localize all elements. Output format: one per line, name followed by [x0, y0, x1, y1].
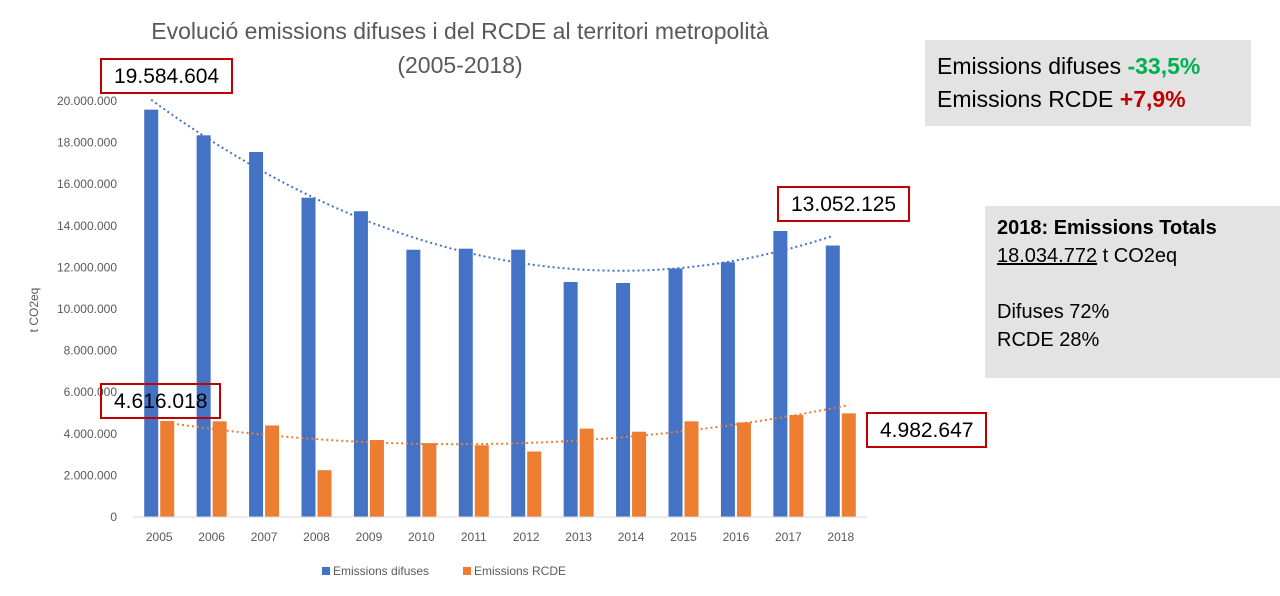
- y-axis: 0 2.000.000 4.000.000 6.000.000 8.000.000 10.…: [57, 94, 117, 524]
- bar-rcde: [212, 421, 227, 517]
- bar-difuses: [825, 245, 840, 517]
- callout-difuses-2018: 13.052.125: [777, 186, 911, 222]
- change-summary-box: Emissions difuses -33,5% Emissions RCDE …: [925, 40, 1251, 126]
- chart-title-line-1: Evolució emissions difuses i del RCDE al…: [151, 18, 769, 44]
- bar-difuses: [773, 231, 788, 517]
- bar-rcde: [736, 422, 751, 517]
- bar-rcde: [527, 451, 542, 517]
- y-tick-label: 6.000.000: [64, 385, 118, 399]
- bar-difuses: [720, 262, 735, 517]
- x-tick-label: 2008: [303, 530, 330, 544]
- totals-difuses-share: Difuses 72%: [997, 301, 1110, 323]
- x-tick-label: 2010: [408, 530, 435, 544]
- callout-rcde-2018: 4.982.647: [866, 412, 988, 448]
- bar-rcde: [317, 470, 332, 517]
- x-tick-label: 2009: [356, 530, 383, 544]
- chart-title: Evolució emissions difuses i del RCDE al…: [70, 14, 850, 82]
- y-axis-label: t CO2eq: [27, 288, 41, 333]
- bar-difuses: [563, 281, 578, 517]
- x-tick-label: 2017: [775, 530, 802, 544]
- bar-rcde: [841, 413, 856, 517]
- x-tick-label: 2015: [670, 530, 697, 544]
- bar-rcde: [684, 421, 699, 517]
- legend-swatch-rcde: [463, 567, 471, 575]
- trendline-rcde: [167, 404, 849, 446]
- summary-line-rcde: Emissions RCDE +7,9%: [937, 83, 1239, 116]
- bar-difuses: [249, 151, 264, 517]
- totals-rcde-share: RCDE 28%: [997, 329, 1100, 351]
- bars-group: [144, 109, 856, 518]
- bar-difuses: [144, 109, 159, 518]
- totals-unit: t CO2eq: [1097, 245, 1178, 267]
- y-tick-label: 8.000.000: [64, 344, 118, 358]
- legend-label-difuses: Emissions difuses: [333, 564, 429, 578]
- y-tick-label: 12.000.000: [57, 260, 117, 274]
- bar-rcde: [789, 415, 804, 517]
- bar-rcde: [160, 420, 175, 517]
- totals-box: 2018: Emissions Totals 18.034.772 t CO2e…: [985, 206, 1280, 378]
- bar-difuses: [616, 283, 631, 517]
- x-tick-label: 2012: [513, 530, 540, 544]
- y-tick-label: 18.000.000: [57, 136, 117, 150]
- x-tick-label: 2013: [565, 530, 592, 544]
- chart-title-line-2: (2005-2018): [397, 52, 523, 78]
- x-tick-label: 2018: [827, 530, 854, 544]
- y-tick-label: 2.000.000: [64, 468, 118, 482]
- x-axis: 2005 2006 2007 2008 2009 2010 2011 2012 2013 2014…: [146, 530, 855, 544]
- bar-difuses: [668, 268, 683, 517]
- legend-swatch-difuses: [322, 567, 330, 575]
- y-tick-label: 0: [110, 510, 117, 524]
- summary-rcde-label: Emissions RCDE: [937, 86, 1120, 112]
- legend: Emissions difuses Emissions RCDE: [322, 564, 566, 578]
- y-tick-label: 20.000.000: [57, 94, 117, 108]
- bar-rcde: [579, 428, 594, 517]
- bar-difuses: [301, 197, 316, 517]
- callout-difuses-2005: 19.584.604: [100, 58, 234, 94]
- bar-difuses: [353, 211, 368, 518]
- summary-line-difuses: Emissions difuses -33,5%: [937, 50, 1239, 83]
- x-tick-label: 2006: [198, 530, 225, 544]
- summary-rcde-value: +7,9%: [1119, 86, 1186, 112]
- x-tick-label: 2007: [251, 530, 278, 544]
- bar-difuses: [196, 135, 211, 517]
- bar-rcde: [632, 431, 647, 517]
- bar-rcde: [422, 443, 437, 517]
- y-tick-label: 4.000.000: [64, 427, 118, 441]
- trendlines-group: [150, 98, 849, 446]
- y-tick-label: 16.000.000: [57, 177, 117, 191]
- bar-rcde: [265, 425, 280, 517]
- y-tick-label: 10.000.000: [57, 302, 117, 316]
- bar-difuses: [511, 249, 526, 517]
- totals-value: 18.034.772: [997, 245, 1098, 267]
- callout-rcde-2005: 4.616.018: [100, 383, 222, 419]
- totals-line: 18.034.772 t CO2eq: [997, 242, 1268, 270]
- x-tick-label: 2014: [618, 530, 645, 544]
- y-tick-label: 14.000.000: [57, 219, 117, 233]
- summary-difuses-value: -33,5%: [1127, 53, 1201, 79]
- legend-label-rcde: Emissions RCDE: [474, 564, 566, 578]
- x-tick-label: 2005: [146, 530, 173, 544]
- bar-difuses: [458, 248, 473, 517]
- bar-rcde: [369, 440, 384, 517]
- x-tick-label: 2011: [461, 530, 487, 544]
- summary-difuses-label: Emissions difuses: [937, 53, 1128, 79]
- bar-rcde: [474, 445, 489, 517]
- bar-difuses: [406, 249, 421, 517]
- x-tick-label: 2016: [723, 530, 750, 544]
- totals-heading: 2018: Emissions Totals: [997, 217, 1217, 239]
